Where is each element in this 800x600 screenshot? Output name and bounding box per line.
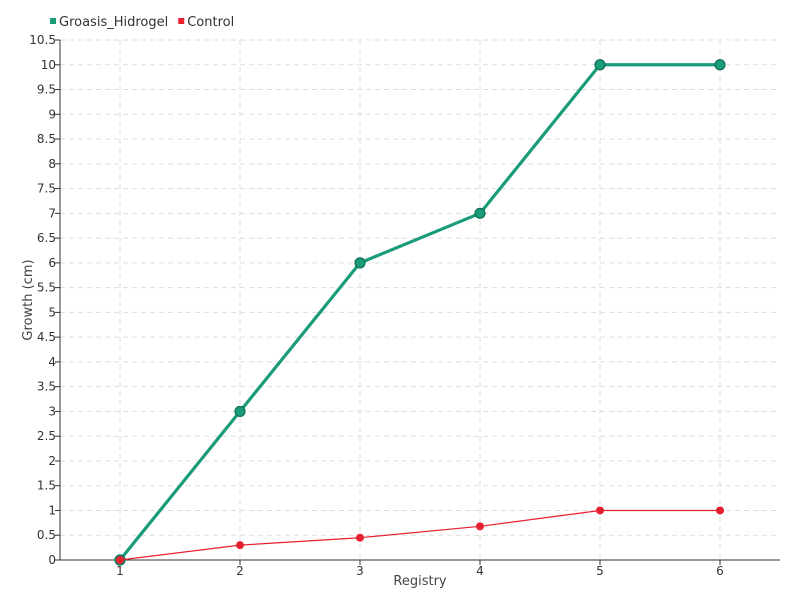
y-tick-label: 1 — [48, 503, 56, 517]
y-tick-label: 4.5 — [37, 330, 56, 344]
y-tick-label: 2.5 — [37, 429, 56, 443]
x-tick-label: 3 — [356, 564, 364, 578]
y-tick-label: 1.5 — [37, 479, 56, 493]
y-tick-label: 6 — [48, 256, 56, 270]
legend[interactable]: Groasis_Hidrogel Control — [50, 15, 234, 30]
series-line — [119, 509, 720, 561]
series-1 — [116, 506, 724, 564]
y-tick-label: 10 — [41, 58, 56, 72]
axes — [55, 39, 780, 565]
y-tick-label: 10.5 — [29, 33, 56, 47]
data-point[interactable] — [596, 506, 604, 515]
y-tick-label: 2 — [48, 454, 56, 468]
data-point[interactable] — [116, 556, 124, 564]
legend-label: Control — [187, 15, 234, 30]
y-tick-label: 8.5 — [37, 132, 56, 146]
y-tick-label: 0 — [48, 553, 56, 567]
y-tick-label: 6.5 — [37, 231, 56, 245]
data-point[interactable] — [714, 59, 726, 71]
y-tick-label: 3 — [48, 404, 56, 418]
legend-item[interactable]: Control — [178, 15, 234, 30]
x-tick-label: 4 — [476, 564, 484, 578]
series — [114, 59, 726, 566]
y-tick-labels: 0 0.5 1 1.5 2 2.5 3 3.5 4 4.5 5 5.5 6 6.5 7 7.5 8 8.5 9 9.5… — [29, 33, 56, 567]
data-point[interactable] — [354, 257, 366, 269]
y-tick-label: 9 — [48, 107, 56, 121]
y-tick-label: 9.5 — [37, 83, 56, 97]
x-tick-label: 5 — [596, 564, 604, 578]
x-axis-title: Registry — [393, 574, 447, 589]
data-point[interactable] — [474, 207, 486, 219]
data-point[interactable] — [594, 59, 606, 71]
y-tick-label: 8 — [48, 157, 56, 171]
data-point[interactable] — [234, 405, 246, 418]
y-tick-label: 7.5 — [37, 182, 56, 196]
y-tick-label: 5 — [48, 305, 56, 319]
y-tick-label: 5.5 — [37, 281, 56, 295]
grid-lines — [60, 39, 780, 560]
legend-item[interactable]: Groasis_Hidrogel — [50, 15, 168, 30]
x-tick-labels: 1 2 3 4 5 6 — [116, 564, 724, 578]
series-line — [118, 63, 720, 562]
y-tick-label: 7 — [48, 206, 56, 220]
x-tick-label: 6 — [716, 564, 724, 578]
y-axis-title: Growth (cm) — [21, 259, 36, 340]
x-tick-label: 2 — [236, 564, 244, 578]
data-point[interactable] — [236, 541, 244, 550]
legend-label: Groasis_Hidrogel — [59, 15, 168, 30]
data-point[interactable] — [716, 506, 724, 515]
legend-swatch — [178, 18, 185, 24]
y-tick-label: 4 — [48, 355, 56, 369]
y-tick-label: 0.5 — [37, 528, 56, 542]
x-tick-label: 1 — [116, 564, 124, 578]
data-point[interactable] — [476, 522, 484, 531]
legend-swatch — [50, 18, 56, 24]
y-tick-label: 3.5 — [37, 380, 56, 394]
data-point[interactable] — [356, 533, 364, 542]
